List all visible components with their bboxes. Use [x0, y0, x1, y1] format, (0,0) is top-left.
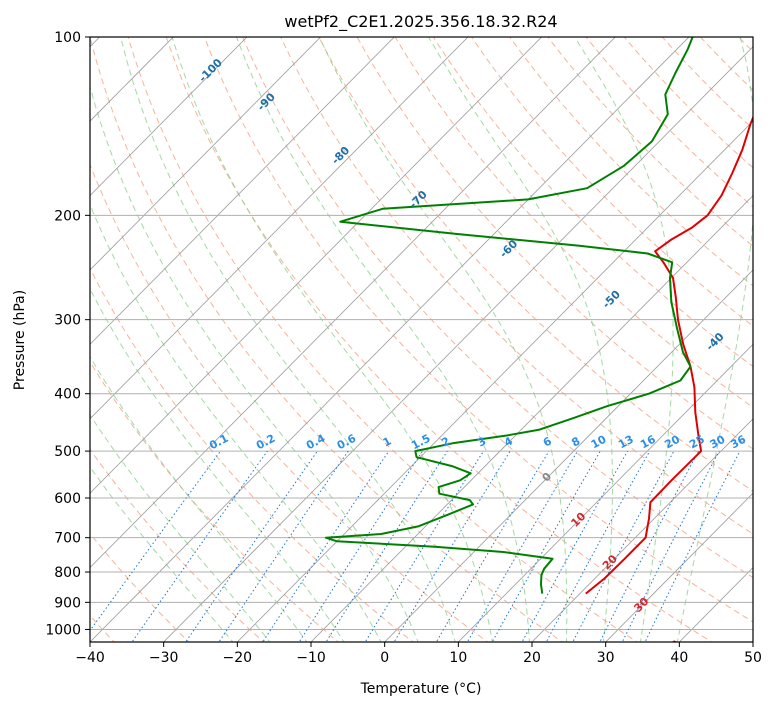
- dry-adiabat: [394, 37, 753, 409]
- dry-adiabat: [280, 37, 753, 535]
- dry-adiabat: [90, 163, 489, 642]
- mixing-ratio-line: [262, 450, 390, 642]
- mixing-ratio-line: [185, 450, 318, 642]
- isotherm: [531, 418, 753, 642]
- isotherm: [90, 37, 690, 642]
- dry-adiabat: [90, 532, 190, 642]
- mixing-ratio-line: [466, 450, 578, 642]
- y-tick-label: 800: [54, 565, 81, 581]
- x-tick-label: 50: [744, 650, 762, 666]
- x-tick-label: 10: [449, 650, 467, 666]
- isotherm: [90, 37, 616, 569]
- dry-adiabat: [90, 37, 564, 642]
- mixing-ratio-label: 25: [687, 433, 707, 452]
- dry-adiabat: [509, 37, 753, 287]
- dry-adiabat: [547, 37, 753, 247]
- moist-adiabat: [90, 84, 419, 642]
- isotherm: [90, 37, 174, 122]
- mixing-ratio-line: [325, 450, 448, 642]
- mixing-ratio-line: [599, 450, 700, 642]
- mixing-ratio-label: 36: [728, 433, 748, 452]
- mixing-ratio-label: 10: [589, 433, 609, 452]
- plot-frame: [89, 36, 754, 643]
- dry-adiabat: [318, 37, 753, 492]
- dry-adiabat: [203, 37, 753, 623]
- dry-adiabat: [432, 37, 753, 368]
- dry-adiabat: [242, 37, 753, 579]
- mixing-ratio-line: [298, 450, 423, 642]
- isotherm: [90, 37, 248, 197]
- mixing-ratio-label: 13: [616, 433, 636, 452]
- y-tick-label: 600: [54, 491, 81, 507]
- isotherm: [90, 37, 395, 345]
- isotherm: [90, 37, 469, 420]
- x-tick-label: 40: [670, 650, 688, 666]
- x-tick-label: −10: [296, 650, 326, 666]
- mixing-ratio-line: [572, 450, 675, 642]
- y-axis-label: Pressure (hPa): [12, 290, 28, 390]
- isotherm: [163, 46, 753, 642]
- sounding-series: [324, 37, 753, 595]
- dry-adiabat: [90, 448, 265, 642]
- mixing-ratio-line: [131, 450, 268, 642]
- y-axis-ticks: 100 200 300 400 500 600 700 800 900 1000: [45, 30, 90, 638]
- dry-adiabat: [90, 360, 340, 642]
- dry-adiabat: [127, 37, 638, 642]
- isotherm: [90, 37, 322, 271]
- y-tick-label: 300: [54, 313, 81, 329]
- mixing-ratio-line: [90, 450, 221, 632]
- guide-lines: [90, 37, 753, 642]
- isotherm: [236, 120, 753, 642]
- y-tick-label: 100: [54, 30, 81, 46]
- mixing-ratio-line: [218, 450, 349, 642]
- y-tick-label: 900: [54, 595, 81, 611]
- y-tick-label: 700: [54, 531, 81, 547]
- x-tick-label: 0: [380, 650, 389, 666]
- moist-adiabat: [90, 203, 382, 642]
- x-tick-label: −30: [149, 650, 179, 666]
- mixing-ratio-label: 16: [638, 433, 658, 452]
- y-tick-label: 1000: [45, 622, 81, 638]
- isotherm: [457, 343, 753, 642]
- y-tick-label: 500: [54, 444, 81, 460]
- isotherm-label: 40: [663, 637, 683, 657]
- isotherm: [90, 37, 543, 494]
- x-tick-label: −40: [75, 650, 105, 666]
- y-tick-label: 400: [54, 387, 81, 403]
- mixing-ratio-line: [545, 450, 651, 642]
- mixing-ratio-line: [435, 450, 550, 642]
- chart-title: wetPf2_C2E1.2025.356.18.32.R24: [284, 12, 557, 32]
- dry-adiabat: [165, 37, 713, 642]
- mixing-ratio-label: 30: [708, 433, 728, 452]
- mixing-ratio-label: 20: [662, 433, 682, 452]
- isotherm: [605, 492, 753, 642]
- x-axis-ticks: −40 −30 −20 −10 0 10 20 30 40 50: [75, 642, 762, 666]
- dry-adiabat: [90, 267, 414, 642]
- x-axis-label: Temperature (°C): [360, 681, 482, 697]
- x-tick-label: −20: [223, 650, 253, 666]
- dewpoint-line: [324, 37, 694, 594]
- x-tick-label: 30: [597, 650, 615, 666]
- mixing-ratio-line: [364, 450, 484, 642]
- y-tick-label: 200: [54, 208, 81, 224]
- isotherm: [384, 269, 753, 642]
- temperature-line: [585, 115, 753, 595]
- x-tick-label: 20: [523, 650, 541, 666]
- isotherm: [310, 194, 753, 642]
